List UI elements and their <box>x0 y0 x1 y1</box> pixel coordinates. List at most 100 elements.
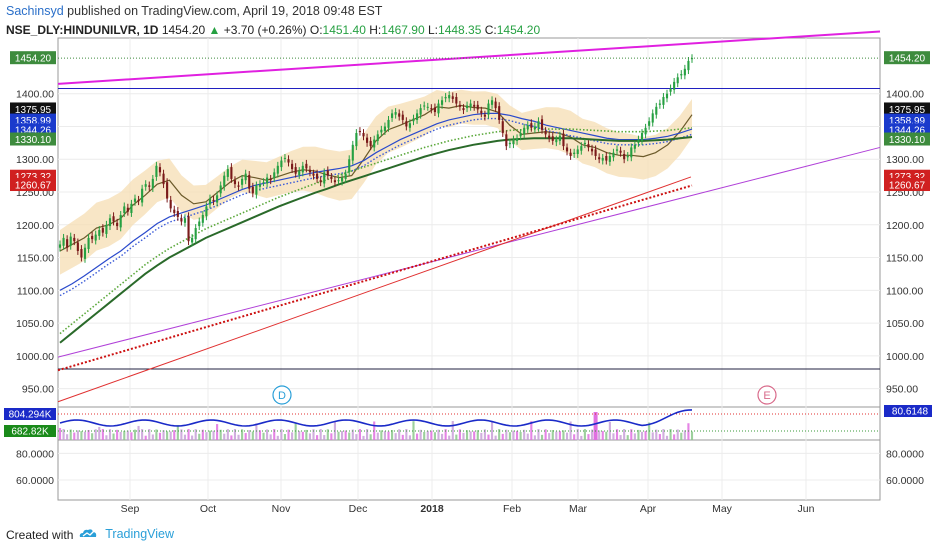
tradingview-logo[interactable]: TradingView <box>78 527 174 541</box>
candle-body[interactable] <box>155 165 158 177</box>
candle-body[interactable] <box>230 167 233 179</box>
candle-body[interactable] <box>605 155 608 161</box>
candle-body[interactable] <box>683 68 686 76</box>
trendline-upper-magenta[interactable] <box>57 30 881 85</box>
candle-body[interactable] <box>258 184 262 187</box>
candle-body[interactable] <box>319 180 322 183</box>
candle-body[interactable] <box>101 228 104 233</box>
annotation-marker-d[interactable] <box>272 385 292 405</box>
candle-body[interactable] <box>176 211 179 217</box>
candle-body[interactable] <box>158 167 162 173</box>
candle-body[interactable] <box>576 149 579 154</box>
candle-body[interactable] <box>487 103 490 115</box>
candle-body[interactable] <box>587 144 590 148</box>
candle-body[interactable] <box>526 125 529 130</box>
candle-body[interactable] <box>655 106 658 115</box>
candle-body[interactable] <box>669 88 672 92</box>
candle-body[interactable] <box>333 180 337 183</box>
candle-body[interactable] <box>419 108 422 115</box>
candle-body[interactable] <box>273 172 276 179</box>
candle-body[interactable] <box>433 107 436 113</box>
candle-body[interactable] <box>398 113 401 117</box>
candle-body[interactable] <box>405 121 408 127</box>
candle-body[interactable] <box>169 199 172 209</box>
candle-body[interactable] <box>590 148 594 152</box>
candle-body[interactable] <box>390 113 394 118</box>
candle-body[interactable] <box>316 173 319 179</box>
candle-body[interactable] <box>480 110 483 114</box>
candle-body[interactable] <box>287 159 290 163</box>
candle-body[interactable] <box>133 198 137 202</box>
candle-body[interactable] <box>612 152 615 158</box>
candle-body[interactable] <box>337 180 340 182</box>
candle-body[interactable] <box>462 108 465 111</box>
candle-body[interactable] <box>637 139 640 143</box>
candle-body[interactable] <box>423 105 426 107</box>
candle-body[interactable] <box>644 127 647 135</box>
trendline-red-ma[interactable] <box>57 176 692 403</box>
candle-body[interactable] <box>58 244 62 248</box>
candle-body[interactable] <box>116 222 119 227</box>
candle-body[interactable] <box>301 165 304 173</box>
candle-body[interactable] <box>198 221 201 227</box>
candle-body[interactable] <box>658 103 661 105</box>
candle-body[interactable] <box>401 114 404 120</box>
candle-body[interactable] <box>540 119 544 130</box>
candle-body[interactable] <box>687 60 690 71</box>
candle-body[interactable] <box>91 235 94 240</box>
candle-body[interactable] <box>451 96 454 99</box>
candle-body[interactable] <box>87 237 90 250</box>
candle-body[interactable] <box>519 133 522 137</box>
candle-body[interactable] <box>426 106 429 108</box>
candle-body[interactable] <box>173 209 176 213</box>
candle-body[interactable] <box>112 216 115 222</box>
candle-body[interactable] <box>305 163 308 169</box>
trendline-lower-purple[interactable] <box>57 146 881 358</box>
candle-body[interactable] <box>248 174 251 189</box>
candle-body[interactable] <box>148 185 151 187</box>
candle-body[interactable] <box>262 182 265 184</box>
candle-body[interactable] <box>494 101 497 109</box>
candle-body[interactable] <box>76 242 79 251</box>
candle-body[interactable] <box>523 127 526 135</box>
candle-body[interactable] <box>80 249 83 258</box>
candle-body[interactable] <box>530 123 533 128</box>
candle-body[interactable] <box>308 169 312 173</box>
candle-body[interactable] <box>380 129 383 133</box>
candle-body[interactable] <box>344 173 347 179</box>
candle-body[interactable] <box>226 169 229 177</box>
candle-body[interactable] <box>551 136 554 141</box>
candle-body[interactable] <box>580 146 583 151</box>
candle-body[interactable] <box>537 121 540 128</box>
candle-body[interactable] <box>598 157 601 160</box>
candle-body[interactable] <box>266 177 269 184</box>
candle-body[interactable] <box>312 173 315 176</box>
candle-body[interactable] <box>326 170 329 176</box>
candle-body[interactable] <box>548 135 551 139</box>
candle-body[interactable] <box>626 155 629 158</box>
candle-body[interactable] <box>476 104 479 110</box>
candle-body[interactable] <box>98 230 101 236</box>
candle-body[interactable] <box>415 113 419 120</box>
candle-body[interactable] <box>233 180 237 185</box>
candle-body[interactable] <box>583 142 586 145</box>
candle-body[interactable] <box>362 133 365 137</box>
candle-body[interactable] <box>251 186 254 194</box>
candle-body[interactable] <box>348 159 351 172</box>
candle-body[interactable] <box>615 149 619 151</box>
candle-body[interactable] <box>555 139 558 143</box>
candle-body[interactable] <box>187 216 190 242</box>
candle-body[interactable] <box>269 178 272 181</box>
candle-body[interactable] <box>383 126 386 132</box>
candle-body[interactable] <box>387 119 390 128</box>
candle-body[interactable] <box>408 123 411 128</box>
candle-body[interactable] <box>533 126 536 130</box>
candle-body[interactable] <box>237 185 240 187</box>
candle-body[interactable] <box>565 147 569 152</box>
candle-body[interactable] <box>105 224 108 234</box>
candle-body[interactable] <box>373 139 376 148</box>
candle-body[interactable] <box>455 96 458 104</box>
candle-body[interactable] <box>166 182 169 199</box>
candle-body[interactable] <box>515 138 519 141</box>
